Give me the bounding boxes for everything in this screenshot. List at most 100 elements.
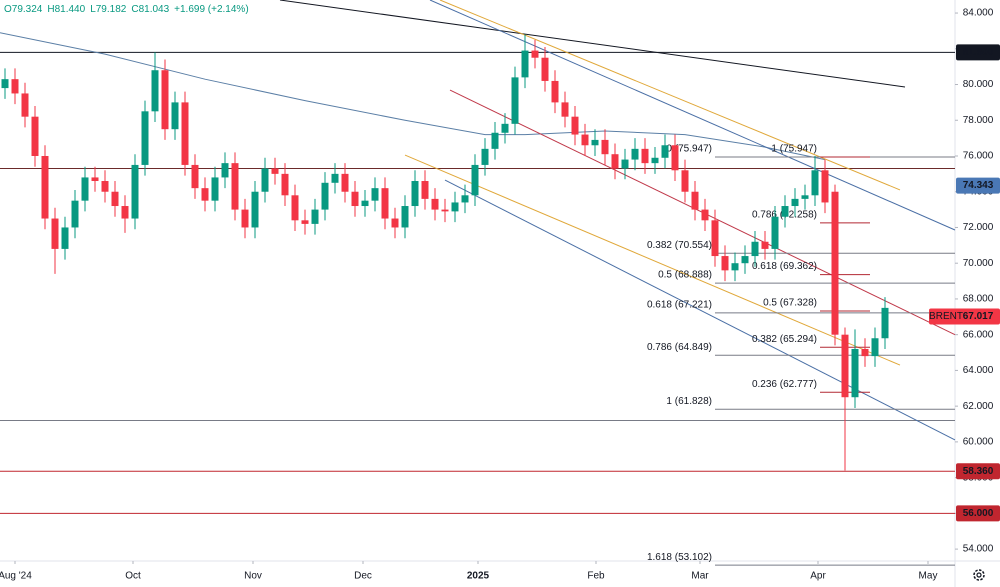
candle-body <box>611 154 619 169</box>
candle-body <box>281 173 289 196</box>
price-tag: 67.017 <box>963 311 994 322</box>
y-tick-label: 66.000 <box>963 329 994 340</box>
candle-body <box>531 50 539 58</box>
candle-body <box>841 334 849 398</box>
candle-body <box>331 173 339 183</box>
price-tag-box <box>956 44 1000 61</box>
candle-body <box>481 148 489 165</box>
candle-body <box>141 111 149 165</box>
candle-body <box>41 155 49 219</box>
trend-line <box>404 154 901 366</box>
candle-body <box>161 70 169 130</box>
candle-body <box>511 77 519 124</box>
candle-body <box>381 188 389 219</box>
candle-body <box>251 191 259 228</box>
candle-body <box>691 191 699 210</box>
y-tick-label: 64.000 <box>963 365 994 376</box>
candle-body <box>581 134 589 146</box>
x-tick-label: May <box>919 571 938 582</box>
candle-body <box>441 209 449 212</box>
candle-body <box>601 139 609 155</box>
ohlc-value: O79.324 <box>4 4 43 15</box>
y-tick-label: 76.000 <box>963 151 994 162</box>
fib-label: 0.618 (69.362) <box>752 261 817 272</box>
candle-body <box>91 177 99 182</box>
candle-body <box>111 191 119 207</box>
candle-body <box>791 198 799 207</box>
candle-body <box>371 188 379 201</box>
ohlc-value: C81.043 <box>131 4 169 15</box>
candle-body <box>651 157 659 164</box>
x-tick-label: Feb <box>587 571 605 582</box>
trend-line <box>429 0 956 231</box>
fib-label: 0.5 (67.328) <box>763 298 817 309</box>
candle-body <box>391 218 399 228</box>
candle-body <box>491 132 499 149</box>
candle-body <box>881 307 889 339</box>
ohlc-value: +1.699 (+2.14%) <box>174 4 249 15</box>
candle-body <box>501 123 509 133</box>
trend-line <box>439 0 901 191</box>
candle-body <box>61 227 69 249</box>
candle-body <box>711 220 719 257</box>
fib-label: 0.786 (64.849) <box>647 342 712 353</box>
candle-body <box>31 116 39 156</box>
price-tag-box <box>956 463 1000 480</box>
candle-body <box>401 206 409 228</box>
price-tag-box <box>956 177 1000 194</box>
candle-body <box>561 102 569 117</box>
x-tick-label: Apr <box>810 571 826 582</box>
candle-body <box>421 181 429 199</box>
settings-icon[interactable] <box>973 569 985 581</box>
ohlc-value: H81.440 <box>47 4 85 15</box>
candle-body <box>681 170 689 192</box>
series-name-box <box>929 308 963 325</box>
y-tick-label: 84.000 <box>963 8 994 19</box>
y-tick-label: 60.000 <box>963 437 994 448</box>
y-tick-label: 78.000 <box>963 115 994 126</box>
candle-body <box>291 195 299 221</box>
x-tick-label: Oct <box>125 571 141 582</box>
candle-body <box>241 209 249 228</box>
candle-body <box>191 164 199 189</box>
y-tick-label: 62.000 <box>963 401 994 412</box>
candle-body <box>411 181 419 207</box>
fib-label: 0.618 (67.221) <box>647 300 712 311</box>
candle-body <box>721 256 729 271</box>
candle-body <box>351 191 359 207</box>
fib-label: 0.382 (65.294) <box>752 334 817 345</box>
candle-body <box>321 182 329 210</box>
candle-body <box>521 50 529 78</box>
candle-body <box>131 164 139 219</box>
candle-body <box>861 348 869 357</box>
price-tag-box <box>956 505 1000 522</box>
fib-label: 1 (75.947) <box>771 144 817 155</box>
price-tag-box <box>956 308 1000 325</box>
candle-body <box>471 164 479 196</box>
candle-body <box>461 195 469 203</box>
candle-body <box>741 256 749 264</box>
candle-body <box>201 188 209 201</box>
candle-body <box>181 102 189 165</box>
candle-body <box>361 200 369 207</box>
trend-line <box>0 32 826 161</box>
trend-line <box>444 179 956 441</box>
candle-body <box>701 209 709 221</box>
candle-body <box>751 241 759 257</box>
fib-label: 0 (75.947) <box>666 144 712 155</box>
candle-body <box>221 163 229 178</box>
ohlc-value: L79.182 <box>90 4 127 15</box>
price-tag: 56.000 <box>963 508 994 519</box>
fib-label: 0.382 (70.554) <box>647 240 712 251</box>
fib-label: 0.236 (62.777) <box>752 379 817 390</box>
candle-body <box>271 168 279 174</box>
x-tick-label: Dec <box>354 571 372 582</box>
candle-body <box>571 116 579 135</box>
gear <box>973 569 985 581</box>
x-tick-label: Nov <box>244 571 262 582</box>
candle-body <box>631 148 639 160</box>
candle-body <box>811 170 819 196</box>
candle-body <box>821 170 829 203</box>
candle-body <box>761 241 769 249</box>
